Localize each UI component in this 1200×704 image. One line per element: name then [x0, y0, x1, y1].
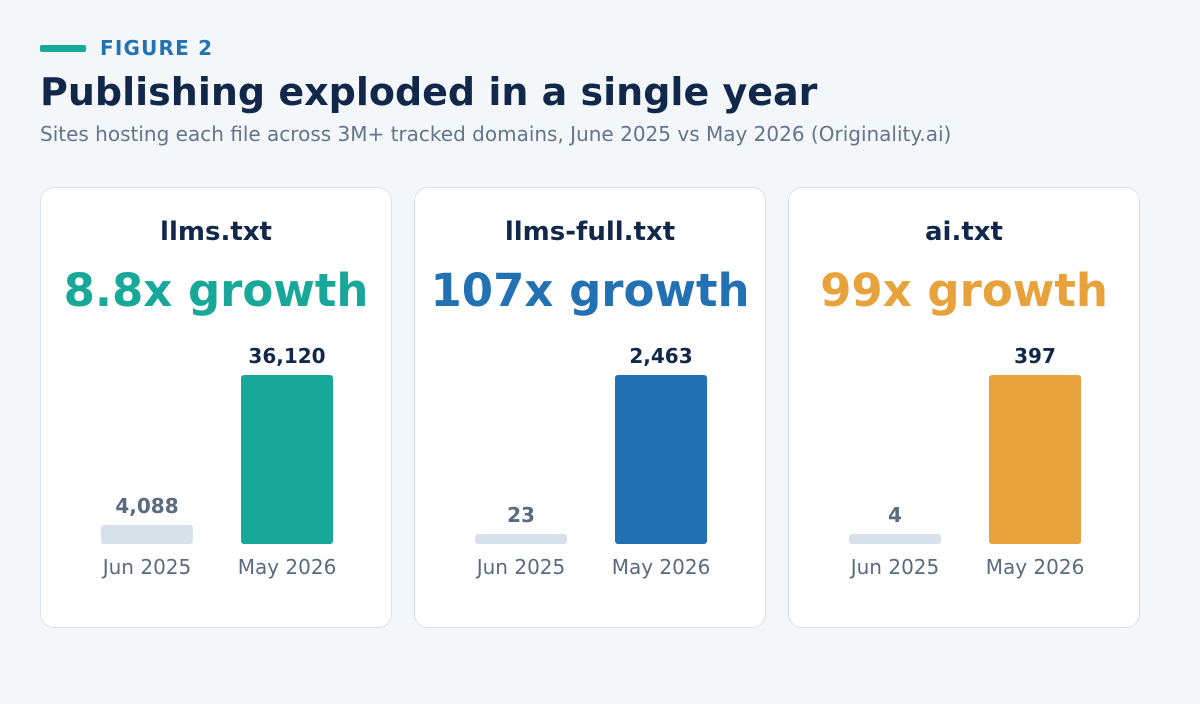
bar-ai-txt-may-2026 [989, 375, 1081, 544]
value-label-llms-txt-jun-2025: 4,088 [115, 494, 178, 518]
card-ai-txt: ai.txt 99x growth 4 Jun 2025 397 May 2026 [788, 187, 1140, 628]
kicker-accent-bar [40, 44, 86, 52]
card-llms-full-txt: llms-full.txt 107x growth 23 Jun 2025 2,463 M… [414, 187, 766, 628]
category-label-ai-txt-jun-2025: Jun 2025 [849, 555, 940, 579]
growth-label-llms-txt: 8.8x growth [64, 264, 369, 317]
bar-llms-full-txt-jun-2025 [475, 534, 567, 544]
growth-label-llms-full-txt: 107x growth [430, 264, 749, 317]
bar-llms-txt-may-2026 [241, 375, 333, 544]
card-title-llms-txt: llms.txt [160, 217, 272, 247]
growth-label-ai-txt: 99x growth [820, 264, 1108, 317]
bar-llms-full-txt-may-2026 [615, 375, 707, 544]
card-title-ai-txt: ai.txt [925, 217, 1003, 247]
category-label-llms-full-txt-may-2026: May 2026 [612, 555, 711, 579]
figure-label: FIGURE 2 [100, 36, 214, 60]
figure-kicker: FIGURE 2 [40, 36, 213, 60]
category-label-llms-txt-jun-2025: Jun 2025 [101, 555, 192, 579]
value-label-ai-txt-jun-2025: 4 [888, 503, 902, 527]
category-label-llms-txt-may-2026: May 2026 [238, 555, 337, 579]
category-label-ai-txt-may-2026: May 2026 [986, 555, 1085, 579]
bar-llms-txt-jun-2025 [101, 524, 193, 544]
chart-title: Publishing exploded in a single year [40, 70, 818, 114]
card-llms-txt: llms.txt 8.8x growth 4,088 Jun 2025 36,120 Ma… [40, 187, 392, 628]
value-label-ai-txt-may-2026: 397 [1014, 344, 1056, 368]
category-label-llms-full-txt-jun-2025: Jun 2025 [475, 555, 566, 579]
card-title-llms-full-txt: llms-full.txt [505, 217, 675, 247]
bar-ai-txt-jun-2025 [849, 534, 941, 544]
value-label-llms-txt-may-2026: 36,120 [248, 344, 325, 368]
value-label-llms-full-txt-may-2026: 2,463 [629, 344, 692, 368]
chart-subtitle: Sites hosting each file across 3M+ track… [40, 122, 952, 146]
value-label-llms-full-txt-jun-2025: 23 [507, 503, 535, 527]
